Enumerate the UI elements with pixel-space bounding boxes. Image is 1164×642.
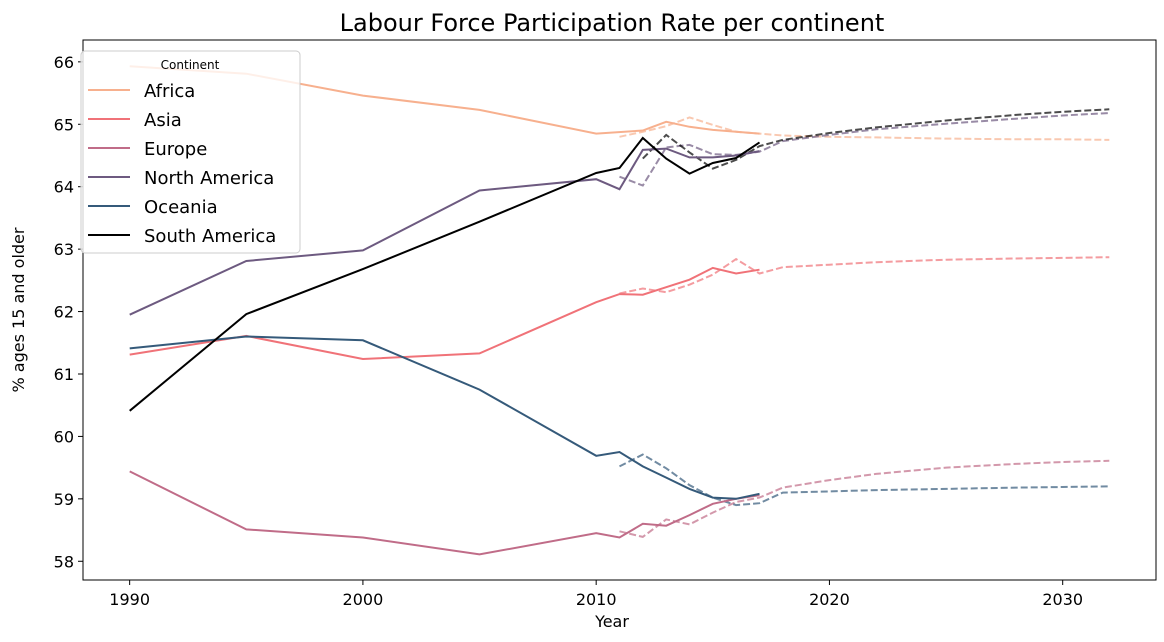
x-axis-title: Year xyxy=(594,612,629,631)
y-tick-label-65: 65 xyxy=(54,115,74,134)
x-tick-label-1990: 1990 xyxy=(109,590,150,609)
legend-label-asia: Asia xyxy=(144,110,182,131)
y-tick-label-61: 61 xyxy=(54,365,74,384)
y-axis: 58 59 60 61 62 63 64 65 66 xyxy=(54,53,83,571)
series-europe-projected xyxy=(619,459,1110,538)
x-tick-label-2010: 2010 xyxy=(576,590,617,609)
y-tick-label-59: 59 xyxy=(54,490,74,509)
legend-label-africa: Africa xyxy=(144,81,195,102)
series-oceania-projected xyxy=(619,453,1110,507)
x-tick-label-2000: 2000 xyxy=(343,590,384,609)
y-tick-label-60: 60 xyxy=(54,427,74,446)
series-europe-actual xyxy=(129,470,760,556)
y-tick-label-63: 63 xyxy=(54,240,74,259)
y-tick-label-66: 66 xyxy=(54,53,74,72)
series-south-america-projected xyxy=(642,108,1110,170)
series-africa-projected xyxy=(619,116,1110,141)
chart-title: Labour Force Participation Rate per cont… xyxy=(340,9,885,37)
series-north-america-actual xyxy=(129,147,760,316)
legend-label-north-america: North America xyxy=(144,168,274,189)
legend-label-south-america: South America xyxy=(144,226,276,247)
y-tick-label-64: 64 xyxy=(54,178,74,197)
series-north-america-projected xyxy=(619,112,1110,187)
series-south-america-actual xyxy=(129,136,761,412)
legend-title: Continent xyxy=(161,58,220,72)
x-tick-label-2030: 2030 xyxy=(1042,590,1083,609)
x-axis: 1990 2000 2010 2020 2030 xyxy=(109,580,1083,609)
x-tick-label-2020: 2020 xyxy=(809,590,850,609)
y-tick-label-58: 58 xyxy=(54,552,74,571)
legend-label-europe: Europe xyxy=(144,139,207,160)
y-axis-title: % ages 15 and older xyxy=(9,227,28,392)
y-tick-label-62: 62 xyxy=(54,303,74,322)
legend: Continent Africa Asia Europe North America O… xyxy=(80,50,301,254)
series-africa-actual xyxy=(129,65,760,135)
legend-items: Africa Asia Europe North America Oceania Sout… xyxy=(88,81,276,247)
series-asia-actual xyxy=(129,266,760,361)
legend-label-oceania: Oceania xyxy=(144,197,218,218)
legend-box xyxy=(80,50,301,254)
series-asia-projected xyxy=(619,256,1110,295)
series-layer xyxy=(129,65,1110,556)
series-oceania-actual xyxy=(129,335,760,500)
